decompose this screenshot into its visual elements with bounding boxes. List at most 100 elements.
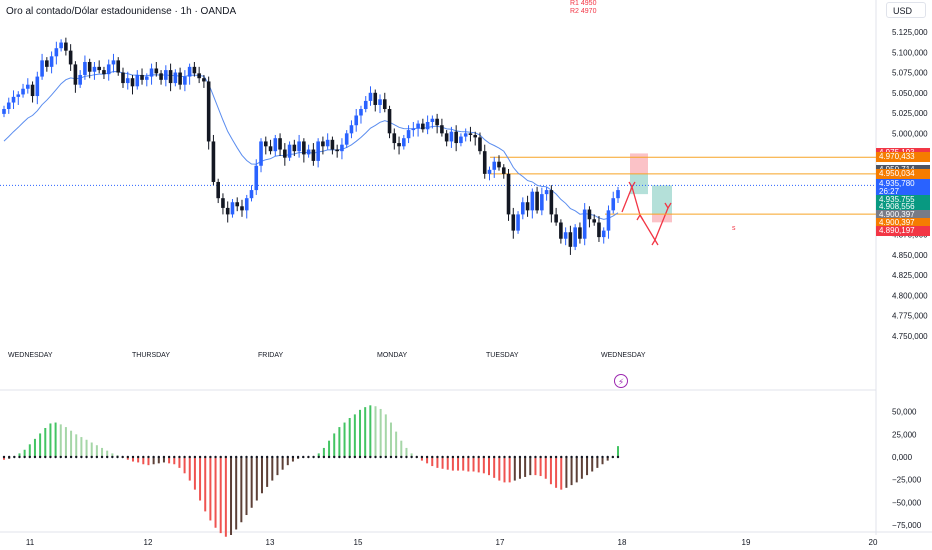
candle-body — [449, 131, 454, 142]
candle-body — [73, 64, 78, 85]
osc-zero-dot — [162, 455, 166, 459]
osc-zero-dot — [348, 455, 351, 459]
date-label: 20 — [869, 538, 878, 547]
osc-zero-dot — [462, 455, 465, 459]
candle-body — [435, 118, 439, 126]
candle-body — [192, 66, 197, 74]
candle-body — [40, 60, 44, 77]
candle-body — [497, 161, 501, 168]
ma-line — [3, 70, 619, 220]
osc-tick-label: −75,000 — [892, 521, 922, 530]
osc-zero-dot — [64, 455, 68, 459]
date-label: 17 — [496, 538, 505, 547]
osc-tick-label: 25,000 — [892, 430, 917, 439]
candle-body — [521, 202, 525, 215]
price-tag: 4.908,556 — [876, 202, 930, 213]
candle-body — [311, 149, 316, 161]
candle-body — [292, 144, 297, 152]
osc-zero-dot — [33, 455, 37, 459]
osc-zero-dot — [477, 455, 480, 459]
candle-body — [254, 165, 259, 191]
candle-body — [387, 109, 392, 134]
session-label: THURSDAY — [132, 352, 170, 359]
osc-zero-dot — [116, 455, 119, 459]
candle-body — [492, 161, 497, 170]
candle-body — [421, 123, 425, 130]
osc-zero-dot — [317, 455, 320, 459]
candle-body — [616, 190, 620, 199]
osc-zero-dot — [183, 455, 186, 459]
osc-zero-dot — [508, 455, 511, 459]
osc-zero-dot — [518, 455, 522, 459]
candle-body — [506, 173, 511, 215]
osc-zero-dot — [152, 455, 155, 459]
candle-body — [501, 167, 506, 174]
time-axis: WEDNESDAY THURSDAY FRIDAY MONDAY TUESDAY WEDN… — [8, 352, 878, 547]
candle-body — [440, 125, 444, 134]
osc-zero-dot — [353, 455, 357, 459]
candle-body — [30, 84, 35, 97]
price-tag: 26:27 — [876, 186, 930, 197]
session-label: WEDNESDAY — [601, 352, 646, 359]
currency-selector[interactable]: USD — [886, 2, 926, 18]
price-tick-label: 5.075,000 — [892, 69, 928, 78]
osc-zero-dot — [554, 455, 558, 459]
price-tick-label: 4.800,000 — [892, 291, 928, 300]
flash-icon[interactable]: ⚡ — [614, 374, 628, 388]
osc-zero-dot — [420, 455, 424, 459]
candle-body — [587, 209, 592, 220]
osc-zero-dot — [38, 455, 42, 459]
osc-zero-dot — [369, 455, 372, 459]
candle-body — [49, 56, 54, 67]
osc-zero-dot — [167, 455, 171, 459]
trade-drawings[interactable] — [621, 153, 672, 246]
candle-body — [97, 66, 101, 71]
osc-tick-label: −50,000 — [892, 498, 922, 507]
osc-zero-dot — [198, 455, 202, 459]
candle-body — [149, 68, 154, 77]
candle-body — [268, 146, 273, 152]
candle-body — [235, 202, 240, 207]
candle-body — [444, 133, 449, 142]
osc-zero-dot — [472, 455, 475, 459]
horizontal-levels[interactable] — [0, 156, 876, 215]
annotation-r2: R2 4970 — [570, 8, 597, 15]
osc-zero-dot — [23, 455, 26, 459]
price-tick-label: 5.050,000 — [892, 89, 928, 98]
candle-body — [344, 133, 349, 145]
session-label: WEDNESDAY — [8, 352, 53, 359]
osc-zero-dot — [394, 455, 398, 459]
osc-zero-dot — [580, 455, 584, 459]
candle-body — [549, 190, 554, 215]
annotation-note: s — [732, 225, 736, 232]
osc-zero-dot — [513, 455, 517, 459]
osc-zero-dot — [173, 455, 176, 459]
date-label: 12 — [144, 538, 153, 547]
candle-body — [230, 202, 235, 215]
osc-tick-label: 0,000 — [892, 453, 913, 462]
osc-zero-dot — [596, 455, 599, 459]
candle-body — [511, 214, 516, 231]
osc-zero-dot — [456, 455, 460, 459]
osc-zero-dot — [503, 455, 506, 459]
candle-body — [111, 60, 116, 65]
price-tick-label: 4.775,000 — [892, 312, 928, 321]
price-tag: 4.950,034 — [876, 168, 930, 179]
candle-body — [535, 191, 539, 211]
osc-zero-dot — [338, 455, 341, 459]
osc-zero-dot — [219, 455, 222, 459]
osc-zero-dot — [95, 455, 99, 459]
date-label: 11 — [26, 538, 35, 547]
price-tick-label: 5.025,000 — [892, 109, 928, 118]
candle-body — [206, 81, 211, 142]
candle-body — [349, 125, 354, 134]
date-label: 13 — [266, 538, 275, 547]
candle-body — [406, 130, 411, 139]
candle-body — [578, 227, 582, 239]
candle-body — [83, 61, 87, 75]
osc-zero-dot — [2, 455, 6, 459]
candle-body — [21, 88, 25, 95]
osc-zero-dot — [250, 455, 253, 459]
osc-zero-dot — [425, 455, 429, 459]
